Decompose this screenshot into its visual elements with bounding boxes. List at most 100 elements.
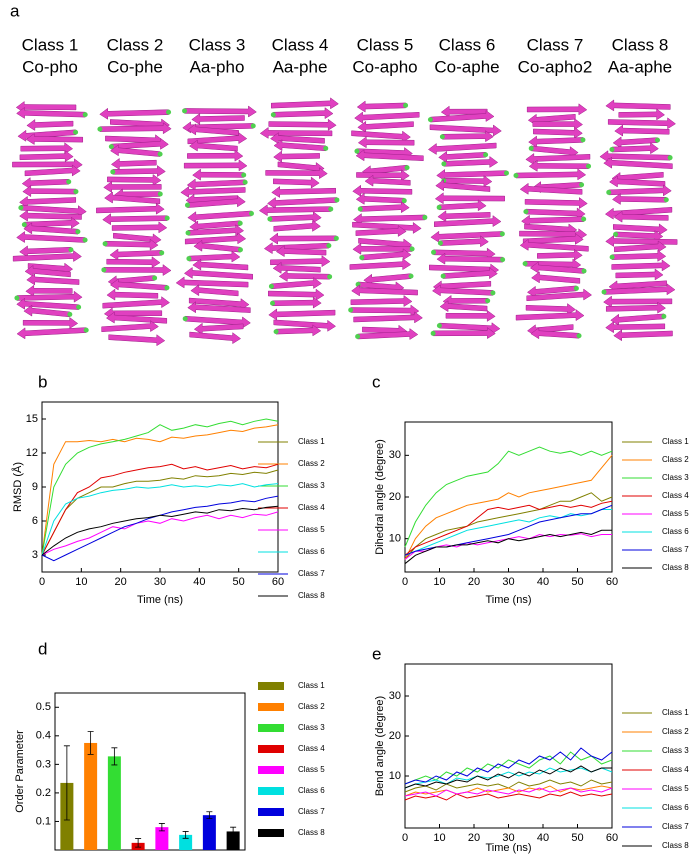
x-tick-label: 30 <box>502 832 514 844</box>
structure-tip <box>357 206 363 212</box>
legend-label: Class 1 <box>662 708 689 717</box>
structure-strand <box>278 269 330 282</box>
structure-strand <box>443 155 499 168</box>
structure-tip <box>403 102 409 108</box>
structure-strand <box>435 179 491 192</box>
structure-strand <box>352 221 422 234</box>
structure-strand <box>105 311 168 324</box>
structure-strand <box>614 240 667 253</box>
structure-strand <box>103 264 172 276</box>
structure-strand <box>521 214 584 227</box>
structure-tip <box>408 273 414 279</box>
structure-strand <box>360 201 410 214</box>
y-tick-label: 30 <box>389 690 401 702</box>
class-label: Class 4 <box>272 35 329 54</box>
structure-strand <box>430 230 503 243</box>
structure-strand <box>612 192 667 205</box>
structure-tip <box>327 274 333 280</box>
structure-strand <box>187 301 251 314</box>
structure-tip <box>430 330 436 336</box>
structure-tip <box>500 257 506 263</box>
y-tick-label: 0.4 <box>36 730 51 742</box>
bar <box>226 831 240 850</box>
series-line <box>404 500 613 556</box>
structure-tip <box>164 215 170 221</box>
structure-strand <box>182 121 254 134</box>
structure-tip <box>110 169 116 175</box>
legend-label: Class 4 <box>298 744 325 753</box>
structure-strand <box>113 232 162 246</box>
structure-tip <box>580 137 586 143</box>
structure-strand <box>611 259 671 272</box>
structure-strand <box>24 164 81 177</box>
error-bar <box>87 731 94 755</box>
structure-strand <box>526 103 588 116</box>
structure-strand <box>611 249 667 262</box>
structure-strand <box>16 290 83 303</box>
structure-tip <box>237 220 243 226</box>
class-name: Co-apho <box>352 57 417 76</box>
structure-strand <box>258 204 332 217</box>
structure-strand <box>19 245 72 258</box>
structure-tip <box>18 205 24 211</box>
structure-tip <box>102 241 108 247</box>
structure-strand <box>427 142 497 155</box>
panel-label: d <box>38 639 47 658</box>
structure-strand <box>267 196 338 209</box>
y-axis-title: Order Parameter <box>14 730 26 813</box>
structure-strand <box>25 284 73 297</box>
structure-strand <box>23 222 79 235</box>
structure-tip <box>431 249 437 255</box>
class-label: Class 5 <box>357 35 414 54</box>
y-tick-label: 0.3 <box>36 758 51 770</box>
structure-strand <box>24 264 71 278</box>
structure-strand <box>445 309 496 322</box>
x-tick-label: 30 <box>154 576 166 588</box>
structure-strand <box>187 224 245 237</box>
structure-tip <box>157 191 163 197</box>
structure-tip <box>268 283 274 289</box>
structure-strand <box>112 165 166 177</box>
structure-tip <box>182 316 188 322</box>
structure-strand <box>22 316 79 329</box>
y-axis-title: RMSD (Å) <box>11 462 24 512</box>
x-tick-label: 50 <box>233 576 245 588</box>
structure-strand <box>273 150 320 163</box>
structure-tip <box>613 231 619 237</box>
structure-strand <box>268 308 336 321</box>
structure-strand <box>188 297 250 311</box>
structure-tip <box>409 246 415 252</box>
structure-strand <box>192 258 249 271</box>
structure-strand <box>350 294 413 307</box>
y-tick-label: 0.1 <box>36 815 51 827</box>
structure-tip <box>166 109 172 115</box>
series-line <box>41 495 279 562</box>
structure-strand <box>605 99 671 112</box>
structure-strand <box>259 126 333 139</box>
x-tick-label: 20 <box>468 576 480 588</box>
structure-strand <box>19 150 74 163</box>
structure-strand <box>530 327 580 340</box>
structure-tip <box>404 165 410 171</box>
structure-tip <box>483 152 489 158</box>
x-tick-label: 0 <box>39 576 45 588</box>
structure-strand <box>16 327 87 340</box>
structure-strand <box>357 136 415 149</box>
structure-tip <box>67 311 73 317</box>
structure-strand <box>525 303 576 316</box>
structure-strand <box>96 202 165 215</box>
plot-frame <box>54 692 246 851</box>
x-axis-title: Time (ns) <box>485 842 531 854</box>
structure-strand <box>187 123 239 136</box>
series-line <box>41 511 279 556</box>
x-tick-label: 40 <box>537 576 549 588</box>
structure-strand <box>188 250 241 263</box>
legend-label: Class 6 <box>298 547 325 556</box>
structure-tip <box>66 179 72 185</box>
y-tick-label: 0.2 <box>36 787 51 799</box>
legend-label: Class 4 <box>662 491 689 500</box>
y-tick-label: 10 <box>389 533 401 545</box>
structure-strand <box>434 215 502 228</box>
structure-strand <box>361 248 412 261</box>
